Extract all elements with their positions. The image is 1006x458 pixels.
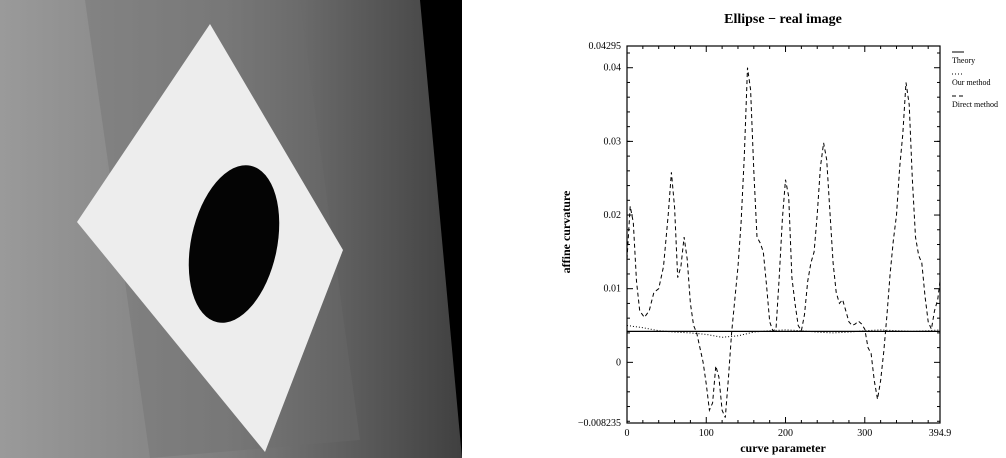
legend-label: Direct method xyxy=(952,100,998,109)
affine-curvature-chart: Ellipse − real image 0 100 200 300 394.9 −0.… xyxy=(559,12,998,455)
x-tick-label: 394.9 xyxy=(929,428,952,439)
y-tick-label: 0.04295 xyxy=(589,41,622,52)
y-axis-label: affine curvature xyxy=(559,190,573,273)
y-tick-label: 0.02 xyxy=(604,210,622,221)
y-tick-label: 0.04 xyxy=(604,63,622,74)
x-axis-ticks: 0 100 200 300 394.9 xyxy=(625,46,952,439)
y-tick-label: 0 xyxy=(616,357,621,368)
x-tick-label: 300 xyxy=(857,428,872,439)
x-tick-label: 100 xyxy=(699,428,714,439)
plot-frame xyxy=(626,45,941,424)
x-tick-label: 200 xyxy=(778,428,793,439)
x-tick-label: 0 xyxy=(625,428,630,439)
ellipse-photograph xyxy=(0,0,462,458)
y-tick-label: 0.03 xyxy=(604,136,622,147)
y-tick-label: −0.008235 xyxy=(578,418,621,429)
chart-legend: Theory Our method Direct method xyxy=(952,51,998,109)
photo-black-ellipse xyxy=(188,165,280,323)
plot-axes xyxy=(626,45,941,424)
legend-label: Our method xyxy=(952,78,990,87)
series-line-our-method xyxy=(626,325,941,338)
chart-title: Ellipse − real image xyxy=(724,12,842,27)
y-tick-label: 0.01 xyxy=(604,284,622,295)
plot-series xyxy=(626,67,941,418)
y-axis-ticks: −0.008235 0 0.01 0.02 0.03 0.04 0.04295 xyxy=(578,41,940,429)
x-axis-label: curve parameter xyxy=(740,441,826,455)
series-line-direct-method xyxy=(626,67,941,418)
legend-label: Theory xyxy=(952,56,975,65)
